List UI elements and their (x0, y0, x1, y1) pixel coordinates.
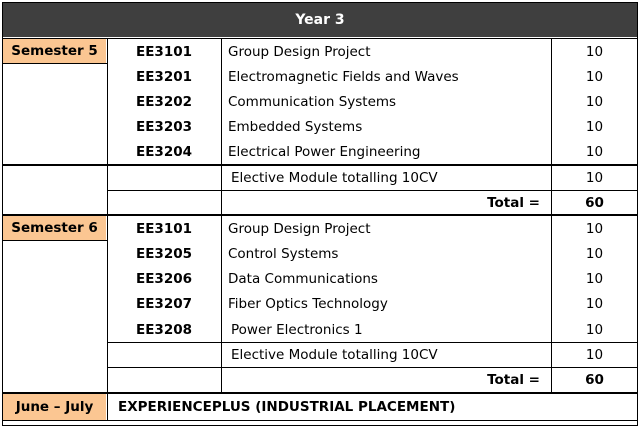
s6-module-5: Power Electronics 1 (231, 322, 363, 338)
semester-5-label: Semester 5 (3, 39, 106, 63)
s6-module-2: Control Systems (228, 245, 339, 262)
s6-elective-credits: 10 (585, 347, 604, 363)
s5-code-5: EE3204 (135, 143, 193, 160)
s6-module-1: Group Design Project (228, 220, 371, 237)
s5-module-1: Group Design Project (228, 43, 371, 60)
s6-credits-5: 10 (585, 322, 604, 338)
s5-module-4: Embedded Systems (228, 118, 363, 135)
s6-code-1: EE3101 (135, 220, 193, 237)
s5-code-3: EE3202 (135, 93, 193, 110)
s6-credits-2: 10 (585, 245, 604, 262)
s6-code-4: EE3207 (135, 295, 193, 312)
s6-elective-module: Elective Module totalling 10CV (231, 347, 438, 363)
s5-elective-module: Elective Module totalling 10CV (231, 170, 438, 186)
s5-total-value: 60 (585, 194, 604, 211)
s5-code-4: EE3203 (135, 118, 193, 135)
s5-credits-2: 10 (585, 68, 604, 85)
s5-module-3: Communication Systems (228, 93, 397, 110)
s6-credits-4: 10 (585, 295, 604, 312)
s5-module-2: Electromagnetic Fields and Waves (228, 68, 459, 85)
s5-total-label: Total = (487, 194, 540, 211)
s6-credits-3: 10 (585, 270, 604, 287)
s5-credits-5: 10 (585, 143, 604, 160)
s5-credits-1: 10 (585, 43, 604, 60)
placement-description: EXPERIENCEPLUS (INDUSTRIAL PLACEMENT) (118, 399, 456, 415)
s6-module-3: Data Communications (228, 270, 378, 287)
s6-total-value: 60 (585, 372, 604, 388)
s6-credits-1: 10 (585, 220, 604, 237)
s5-credits-4: 10 (585, 118, 604, 135)
s6-total-label: Total = (487, 372, 540, 388)
s5-code-1: EE3101 (135, 43, 193, 60)
s5-code-2: EE3201 (135, 68, 193, 85)
s6-module-4: Fiber Optics Technology (228, 295, 388, 312)
s5-credits-3: 10 (585, 93, 604, 110)
s6-code-5: EE3208 (135, 322, 193, 338)
semester-6-label: Semester 6 (3, 216, 106, 240)
table-title: Year 3 (3, 3, 637, 37)
s6-code-2: EE3205 (135, 245, 193, 262)
s5-module-5: Electrical Power Engineering (228, 143, 421, 160)
s6-code-3: EE3206 (135, 270, 193, 287)
s5-elective-credits: 10 (585, 170, 604, 186)
placement-period-label: June – July (3, 394, 106, 420)
